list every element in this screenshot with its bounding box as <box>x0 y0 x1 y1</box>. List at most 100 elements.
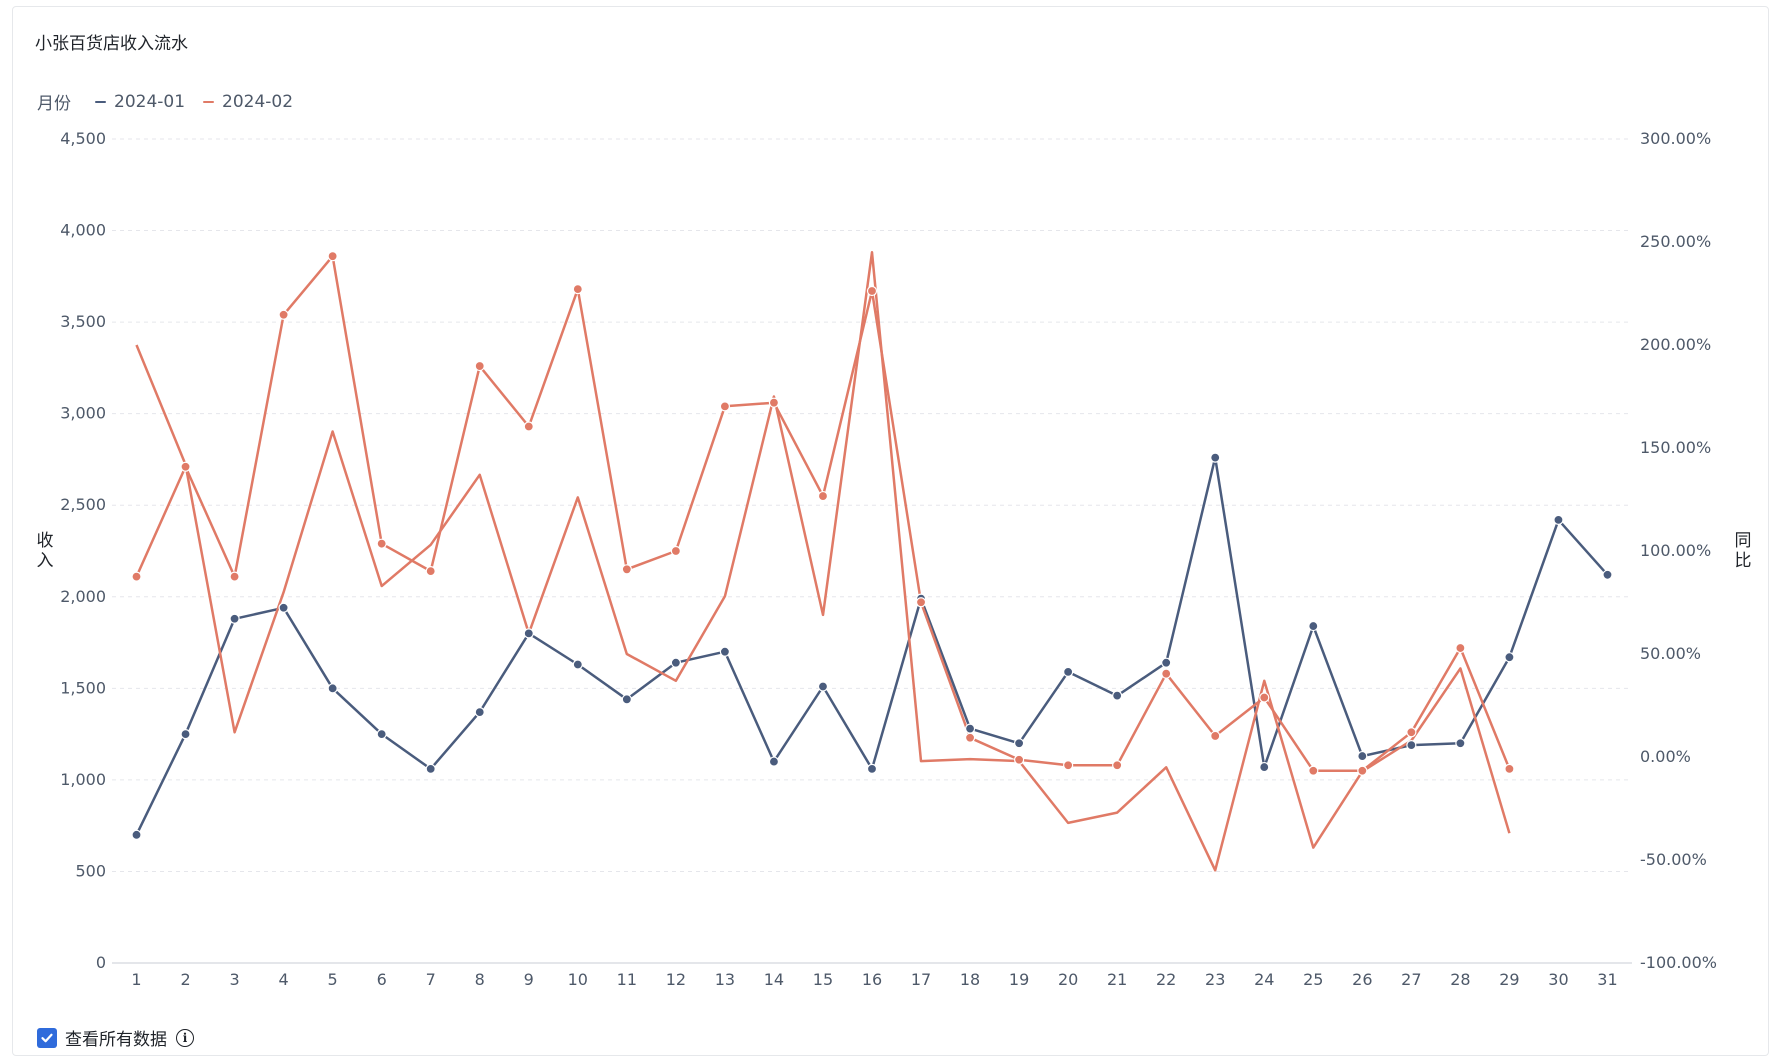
data-point-0 <box>180 729 191 740</box>
data-point-0 <box>474 707 485 718</box>
data-point-0 <box>278 602 289 613</box>
data-point-1 <box>866 285 878 297</box>
x-tick-label: 11 <box>617 970 637 989</box>
x-tick-label: 25 <box>1303 970 1323 989</box>
y2-tick-label: 150.00% <box>1640 438 1711 457</box>
data-point-0 <box>1602 569 1613 580</box>
y-tick-label: 4,500 <box>60 129 106 148</box>
data-point-0 <box>670 657 681 668</box>
y-tick-label: 3,000 <box>60 404 106 423</box>
x-tick-label: 14 <box>764 970 784 989</box>
data-point-1 <box>1161 668 1172 679</box>
series-line-0 <box>135 456 1609 836</box>
data-point-0 <box>1112 690 1123 701</box>
y2-tick-label: 300.00% <box>1640 129 1711 148</box>
y-tick-label: 500 <box>75 861 106 880</box>
data-point-1 <box>768 397 780 408</box>
data-point-1 <box>131 571 142 582</box>
x-tick-label: 31 <box>1597 970 1617 989</box>
data-point-0 <box>1357 750 1368 762</box>
data-point-1 <box>915 597 927 608</box>
show-all-data-checkbox[interactable] <box>37 1027 57 1048</box>
x-tick-label: 2 <box>180 970 190 989</box>
data-point-0 <box>1013 738 1025 749</box>
legend-label-2024-01: 2024-01 <box>114 91 186 112</box>
data-point-0 <box>964 723 976 734</box>
data-point-0 <box>376 729 387 740</box>
y-tick-label: 0 <box>96 953 106 972</box>
y-axis-label: 收入 <box>37 531 54 571</box>
data-point-1 <box>1259 692 1270 703</box>
chart-title: 小张百货店收入流水 <box>35 34 188 54</box>
x-tick-label: 16 <box>862 970 882 989</box>
x-tick-label: 23 <box>1205 970 1225 989</box>
data-point-0 <box>1553 514 1564 525</box>
legend-title: 月份 <box>37 94 71 114</box>
y2-tick-label: -50.00% <box>1640 850 1707 869</box>
data-point-1 <box>1406 727 1417 738</box>
y2-axis-label: 同比 <box>1735 531 1752 571</box>
data-point-0 <box>1259 761 1270 773</box>
y-tick-label: 1,000 <box>60 770 106 789</box>
x-tick-label: 27 <box>1401 970 1421 989</box>
data-point-1 <box>229 571 240 582</box>
x-tick-label: 1 <box>131 970 141 989</box>
chart-legend: 月份 2024-01 2024-02 <box>37 89 311 115</box>
y2-tick-label: 50.00% <box>1640 644 1701 663</box>
legend-swatch-2024-01 <box>95 100 106 103</box>
x-tick-label: 4 <box>279 970 289 989</box>
data-point-0 <box>866 763 878 775</box>
data-point-1 <box>474 360 485 372</box>
data-point-1 <box>1504 763 1515 775</box>
data-point-1 <box>621 564 632 575</box>
data-point-0 <box>1063 666 1074 677</box>
x-tick-label: 15 <box>813 970 833 989</box>
data-point-0 <box>817 681 829 692</box>
y-tick-label: 3,500 <box>60 312 106 331</box>
data-point-1 <box>964 732 976 743</box>
data-point-0 <box>1406 739 1417 751</box>
x-tick-label: 26 <box>1352 970 1372 989</box>
y2-tick-label: 250.00% <box>1640 232 1711 251</box>
data-point-1 <box>425 566 436 577</box>
x-tick-label: 29 <box>1499 970 1519 989</box>
data-point-0 <box>768 756 780 767</box>
data-point-1 <box>180 461 191 472</box>
data-point-0 <box>131 829 142 840</box>
legend-item-2024-02[interactable]: 2024-02 <box>203 92 293 112</box>
legend-label-2024-02: 2024-02 <box>222 91 294 112</box>
data-point-0 <box>327 683 338 694</box>
data-point-1 <box>376 538 387 549</box>
y2-tick-label: -100.00% <box>1640 953 1717 972</box>
chart-card: 小张百货店收入流水 月份 2024-01 2024-02 查看所有数据 i <box>12 6 1769 1056</box>
x-tick-label: 13 <box>715 970 735 989</box>
data-point-0 <box>1161 657 1172 668</box>
legend-item-2024-01[interactable]: 2024-01 <box>95 92 185 112</box>
data-point-1 <box>817 490 829 502</box>
x-tick-label: 30 <box>1548 970 1568 989</box>
y-tick-label: 2,500 <box>60 495 106 514</box>
data-point-1 <box>523 421 534 432</box>
data-point-0 <box>523 628 534 639</box>
data-point-1 <box>1112 760 1123 771</box>
y2-tick-label: 200.00% <box>1640 335 1711 354</box>
data-point-0 <box>1504 652 1515 663</box>
info-icon[interactable]: i <box>176 1028 194 1047</box>
data-point-0 <box>1210 452 1221 463</box>
data-point-1 <box>1455 642 1466 654</box>
show-all-data-label: 查看所有数据 <box>65 1030 167 1050</box>
x-tick-label: 22 <box>1156 970 1176 989</box>
y-tick-label: 1,500 <box>60 678 106 697</box>
data-point-1 <box>1357 765 1368 776</box>
x-tick-label: 9 <box>524 970 534 989</box>
data-point-1 <box>1013 754 1025 765</box>
x-tick-label: 18 <box>960 970 980 989</box>
data-point-1 <box>719 401 731 412</box>
x-tick-label: 19 <box>1009 970 1029 989</box>
data-point-0 <box>425 763 436 775</box>
data-point-0 <box>572 659 583 670</box>
x-tick-label: 28 <box>1450 970 1470 989</box>
data-point-1 <box>1210 730 1221 742</box>
x-tick-label: 17 <box>911 970 931 989</box>
